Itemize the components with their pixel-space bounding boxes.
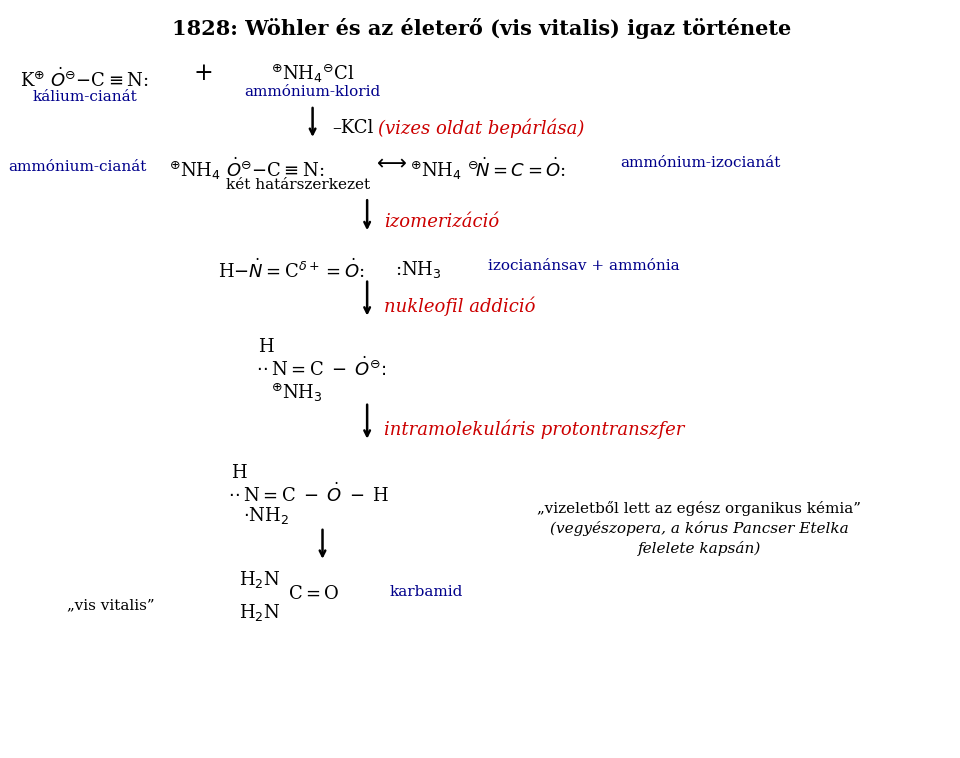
Text: K$^{\oplus}$ $\dot{O}^{\ominus}$$-$C$\equiv$N:: K$^{\oplus}$ $\dot{O}^{\ominus}$$-$C$\eq… [20, 67, 149, 91]
Text: H$_2$N: H$_2$N [239, 568, 281, 590]
Text: $\cdot\!\cdot$N$=$C$\;-\;\dot{O}\;-\;$H: $\cdot\!\cdot$N$=$C$\;-\;\dot{O}\;-\;$H [228, 482, 390, 506]
Text: ammónium-cianát: ammónium-cianát [8, 160, 147, 174]
Text: –KCl: –KCl [332, 119, 373, 137]
Text: $^{\oplus}$NH$_4$ $\dot{O}^{\ominus}$$-$C$\equiv$N:: $^{\oplus}$NH$_4$ $\dot{O}^{\ominus}$$-$… [169, 155, 324, 182]
Text: +: + [194, 62, 213, 86]
Text: „vizeletből lett az egész organikus kémia”: „vizeletből lett az egész organikus kémi… [538, 501, 861, 516]
Text: C$=$O: C$=$O [288, 585, 340, 603]
Text: (vegyészopera, a kórus Pancser Etelka: (vegyészopera, a kórus Pancser Etelka [550, 521, 849, 536]
Text: (vizes oldat bepárlása): (vizes oldat bepárlása) [378, 119, 585, 139]
Text: ammónium-izocianát: ammónium-izocianát [620, 155, 780, 170]
Text: H$-\dot{N}{=}$C$^{\delta+}{=}\dot{O}$:: H$-\dot{N}{=}$C$^{\delta+}{=}\dot{O}$: [218, 259, 365, 282]
Text: $^{\oplus}$NH$_4$ $^{\ominus}\!\dot{N}{=}C{=}\dot{O}$:: $^{\oplus}$NH$_4$ $^{\ominus}\!\dot{N}{=… [410, 155, 565, 182]
Text: felelete kapsán): felelete kapsán) [637, 540, 761, 556]
Text: $\cdot$NH$_2$: $\cdot$NH$_2$ [243, 505, 289, 526]
Text: 1828: Wöhler és az életerő (vis vitalis) igaz története: 1828: Wöhler és az életerő (vis vitalis)… [172, 17, 791, 39]
Text: ammónium-klorid: ammónium-klorid [245, 85, 381, 99]
Text: két határszerkezet: két határszerkezet [226, 178, 370, 193]
Text: karbamid: karbamid [390, 585, 464, 600]
Text: intramolekuláris protontranszfer: intramolekuláris protontranszfer [384, 420, 684, 439]
Text: izocianánsav + ammónia: izocianánsav + ammónia [488, 259, 680, 273]
Text: $^{\oplus}$NH$_3$: $^{\oplus}$NH$_3$ [271, 382, 323, 404]
Text: H: H [258, 338, 274, 356]
Text: nukleofil addició: nukleofil addició [384, 296, 536, 316]
Text: $\longleftrightarrow$: $\longleftrightarrow$ [372, 154, 407, 173]
Text: :NH$_3$: :NH$_3$ [395, 259, 442, 280]
Text: H: H [231, 465, 247, 482]
Text: kálium-cianát: kálium-cianát [32, 90, 137, 104]
Text: izomerizáció: izomerizáció [384, 213, 499, 231]
Text: „vis vitalis”: „vis vitalis” [67, 598, 156, 612]
Text: H$_2$N: H$_2$N [239, 603, 281, 623]
Text: $^{\oplus}$NH$_4$$^{\ominus}$Cl: $^{\oplus}$NH$_4$$^{\ominus}$Cl [271, 62, 354, 85]
Text: $\cdot\!\cdot$N$=$C$\;-\;\dot{O}^{\ominus}\!:$: $\cdot\!\cdot$N$=$C$\;-\;\dot{O}^{\ominu… [256, 357, 387, 381]
